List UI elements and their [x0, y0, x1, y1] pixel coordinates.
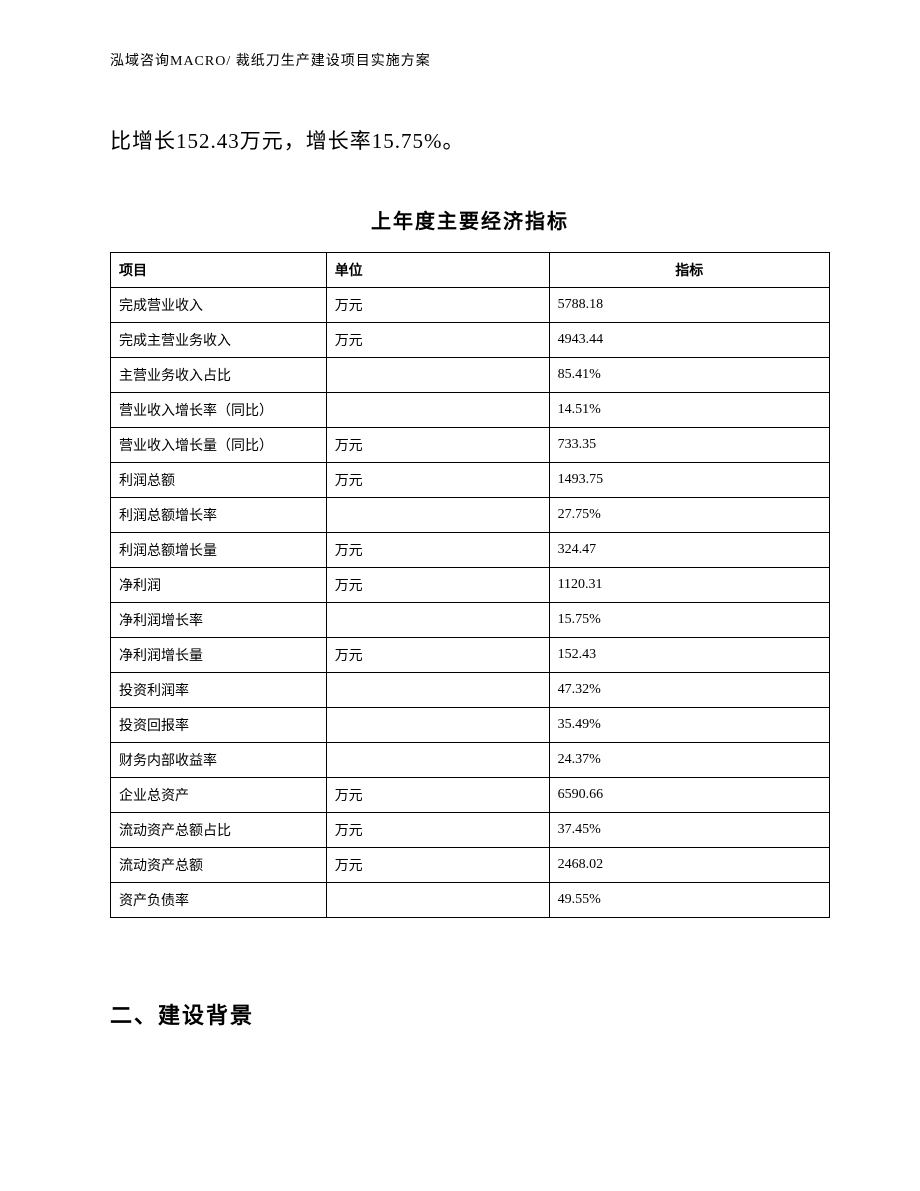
cell-unit: 万元	[326, 428, 549, 463]
cell-value: 24.37%	[549, 743, 829, 778]
cell-value: 733.35	[549, 428, 829, 463]
table-row: 利润总额增长量万元324.47	[111, 533, 830, 568]
table-title: 上年度主要经济指标	[110, 205, 830, 234]
table-row: 投资回报率 35.49%	[111, 708, 830, 743]
cell-value: 85.41%	[549, 358, 829, 393]
cell-item: 资产负债率	[111, 883, 327, 918]
table-row: 净利润增长率 15.75%	[111, 603, 830, 638]
table-row: 流动资产总额万元2468.02	[111, 848, 830, 883]
cell-unit	[326, 708, 549, 743]
cell-item: 投资利润率	[111, 673, 327, 708]
table-row: 投资利润率 47.32%	[111, 673, 830, 708]
economic-indicators-table: 项目 单位 指标 完成营业收入万元5788.18完成主营业务收入万元4943.4…	[110, 252, 830, 918]
cell-unit: 万元	[326, 813, 549, 848]
cell-value: 47.32%	[549, 673, 829, 708]
cell-item: 主营业务收入占比	[111, 358, 327, 393]
cell-unit: 万元	[326, 778, 549, 813]
cell-unit: 万元	[326, 568, 549, 603]
cell-item: 完成营业收入	[111, 288, 327, 323]
table-row: 净利润增长量万元152.43	[111, 638, 830, 673]
cell-value: 14.51%	[549, 393, 829, 428]
cell-unit: 万元	[326, 848, 549, 883]
intro-paragraph: 比增长152.43万元，增长率15.75%。	[110, 125, 830, 155]
table-row: 营业收入增长量（同比）万元733.35	[111, 428, 830, 463]
cell-item: 利润总额增长量	[111, 533, 327, 568]
table-row: 营业收入增长率（同比） 14.51%	[111, 393, 830, 428]
cell-value: 5788.18	[549, 288, 829, 323]
cell-unit	[326, 673, 549, 708]
cell-value: 49.55%	[549, 883, 829, 918]
table-row: 资产负债率 49.55%	[111, 883, 830, 918]
cell-value: 2468.02	[549, 848, 829, 883]
cell-item: 流动资产总额	[111, 848, 327, 883]
cell-item: 净利润	[111, 568, 327, 603]
cell-unit	[326, 393, 549, 428]
column-header-item: 项目	[111, 253, 327, 288]
document-header: 泓域咨询MACRO/ 裁纸刀生产建设项目实施方案	[110, 50, 830, 70]
cell-unit	[326, 883, 549, 918]
cell-value: 1493.75	[549, 463, 829, 498]
table-row: 利润总额增长率 27.75%	[111, 498, 830, 533]
cell-unit: 万元	[326, 533, 549, 568]
table-row: 主营业务收入占比 85.41%	[111, 358, 830, 393]
cell-unit	[326, 743, 549, 778]
cell-value: 37.45%	[549, 813, 829, 848]
cell-item: 利润总额	[111, 463, 327, 498]
cell-item: 利润总额增长率	[111, 498, 327, 533]
cell-item: 企业总资产	[111, 778, 327, 813]
table-row: 完成营业收入万元5788.18	[111, 288, 830, 323]
cell-item: 投资回报率	[111, 708, 327, 743]
cell-unit: 万元	[326, 463, 549, 498]
cell-item: 净利润增长率	[111, 603, 327, 638]
cell-unit	[326, 603, 549, 638]
cell-unit: 万元	[326, 288, 549, 323]
section-heading: 二、建设背景	[110, 998, 830, 1030]
cell-item: 营业收入增长量（同比）	[111, 428, 327, 463]
cell-value: 4943.44	[549, 323, 829, 358]
table-row: 利润总额万元1493.75	[111, 463, 830, 498]
cell-value: 15.75%	[549, 603, 829, 638]
cell-item: 营业收入增长率（同比）	[111, 393, 327, 428]
cell-value: 152.43	[549, 638, 829, 673]
cell-unit	[326, 358, 549, 393]
cell-item: 财务内部收益率	[111, 743, 327, 778]
table-row: 流动资产总额占比万元37.45%	[111, 813, 830, 848]
table-header-row: 项目 单位 指标	[111, 253, 830, 288]
table-row: 财务内部收益率 24.37%	[111, 743, 830, 778]
column-header-unit: 单位	[326, 253, 549, 288]
table-row: 完成主营业务收入万元4943.44	[111, 323, 830, 358]
table-row: 净利润万元1120.31	[111, 568, 830, 603]
table-body: 完成营业收入万元5788.18完成主营业务收入万元4943.44主营业务收入占比…	[111, 288, 830, 918]
column-header-value: 指标	[549, 253, 829, 288]
cell-item: 完成主营业务收入	[111, 323, 327, 358]
cell-unit: 万元	[326, 638, 549, 673]
cell-value: 1120.31	[549, 568, 829, 603]
cell-value: 35.49%	[549, 708, 829, 743]
cell-value: 27.75%	[549, 498, 829, 533]
cell-item: 流动资产总额占比	[111, 813, 327, 848]
cell-unit	[326, 498, 549, 533]
table-row: 企业总资产万元6590.66	[111, 778, 830, 813]
cell-value: 324.47	[549, 533, 829, 568]
cell-value: 6590.66	[549, 778, 829, 813]
cell-unit: 万元	[326, 323, 549, 358]
cell-item: 净利润增长量	[111, 638, 327, 673]
